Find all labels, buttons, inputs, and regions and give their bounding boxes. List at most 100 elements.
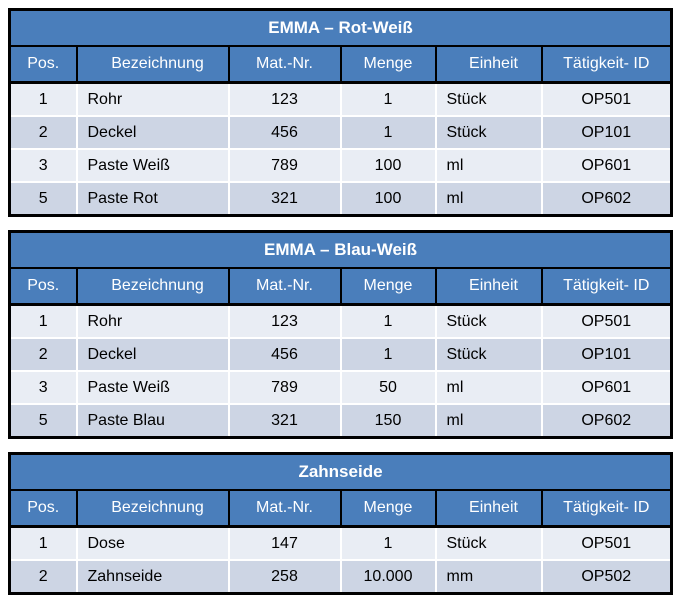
cell-pos: 1 bbox=[38, 534, 48, 552]
cell-bezeichnung: Zahnseide bbox=[75, 559, 229, 594]
cell-einheit: Stück bbox=[434, 115, 542, 149]
cell-menge: 100 bbox=[339, 181, 436, 216]
cell-bezeichnung: Paste Blau bbox=[75, 403, 229, 438]
table-row: 3 Paste Weiß 789 100 ml OP601 bbox=[9, 148, 672, 182]
cell-taetigkeit-id: OP602 bbox=[540, 403, 672, 438]
table-row: 1 Rohr 123 1 Stück OP501 bbox=[9, 82, 672, 116]
cell-einheit: Stück bbox=[434, 337, 542, 371]
bom-table-emma-rot-weiss: EMMA – Rot-Weiß Pos. Bezeichnung Mat.-Nr. Me… bbox=[8, 8, 674, 217]
cell-menge: 1 bbox=[339, 337, 436, 371]
bom-table-zahnseide: Zahnseide Pos. Bezeichnung Mat.-Nr. Menge Ein… bbox=[8, 452, 673, 595]
cell-einheit: mm bbox=[434, 559, 542, 594]
cell-bezeichnung: Paste Rot bbox=[75, 181, 229, 216]
cell-menge: 1 bbox=[339, 526, 436, 560]
cell-bezeichnung: Rohr bbox=[75, 304, 229, 338]
cell-pos: 2 bbox=[9, 115, 77, 149]
cell-pos: 2 bbox=[9, 559, 77, 594]
table-title: EMMA – Blau-Weiß bbox=[9, 231, 672, 269]
cell-taetigkeit-id: OP501 bbox=[540, 82, 672, 116]
cell-taetigkeit-id: OP602 bbox=[540, 181, 672, 216]
cell-pos: 1 bbox=[38, 312, 48, 330]
table-row: 5 Paste Rot 321 100 ml OP602 bbox=[9, 181, 672, 216]
table-title: Zahnseide bbox=[9, 453, 672, 491]
table-row: 1 Rohr 123 1 Stück OP501 bbox=[9, 304, 672, 338]
table-row: 2 Deckel 456 1 Stück OP101 bbox=[9, 115, 672, 149]
cell-pos: 1 bbox=[38, 90, 48, 108]
cell-menge: 50 bbox=[339, 370, 436, 404]
cell-mat-nr: 123 bbox=[227, 304, 341, 338]
cell-taetigkeit-id: OP601 bbox=[540, 370, 672, 404]
cell-menge: 1 bbox=[339, 82, 436, 116]
cell-pos: 2 bbox=[9, 337, 77, 371]
cell-bezeichnung: Paste Weiß bbox=[75, 148, 229, 182]
table-row: 2 Zahnseide 258 10.000 mm OP502 bbox=[9, 559, 672, 594]
column-header-menge: Menge bbox=[339, 490, 436, 528]
cell-mat-nr: 123 bbox=[227, 82, 341, 116]
cell-einheit: Stück bbox=[434, 82, 542, 116]
cell-taetigkeit-id: OP101 bbox=[540, 115, 672, 149]
cell-einheit: ml bbox=[434, 403, 542, 438]
column-header-pos: Pos. bbox=[9, 46, 77, 84]
column-header-mat-nr: Mat.-Nr. bbox=[227, 46, 341, 84]
cell-mat-nr: 789 bbox=[227, 148, 341, 182]
cell-mat-nr: 321 bbox=[227, 403, 341, 438]
column-header-row: Pos. Bezeichnung Mat.-Nr. Menge Einheit Tätig… bbox=[9, 268, 672, 306]
cell-bezeichnung: Paste Weiß bbox=[75, 370, 229, 404]
column-header-pos: Pos. bbox=[9, 268, 77, 306]
cell-mat-nr: 456 bbox=[227, 115, 341, 149]
column-header-einheit: Einheit bbox=[434, 268, 542, 306]
cell-mat-nr: 147 bbox=[227, 526, 341, 560]
cell-taetigkeit-id: OP601 bbox=[540, 148, 672, 182]
cell-einheit: Stück bbox=[434, 304, 542, 338]
cell-bezeichnung: Deckel bbox=[75, 115, 229, 149]
table-row: 3 Paste Weiß 789 50 ml OP601 bbox=[9, 370, 672, 404]
column-header-einheit: Einheit bbox=[434, 46, 542, 84]
cell-mat-nr: 789 bbox=[227, 370, 341, 404]
table-title: EMMA – Rot-Weiß bbox=[9, 9, 672, 47]
column-header-einheit: Einheit bbox=[434, 490, 542, 528]
cell-pos: 5 bbox=[9, 403, 77, 438]
cell-einheit: ml bbox=[434, 181, 542, 216]
cell-taetigkeit-id: OP501 bbox=[540, 526, 672, 560]
cell-mat-nr: 456 bbox=[227, 337, 341, 371]
cell-menge: 100 bbox=[339, 148, 436, 182]
column-header-taetigkeit-id: Tätigkeit- ID bbox=[540, 46, 672, 84]
table-title-row: Zahnseide bbox=[9, 453, 672, 491]
cell-einheit: ml bbox=[434, 148, 542, 182]
bom-table-emma-blau-weiss: EMMA – Blau-Weiß Pos. Bezeichnung Mat.-Nr. M… bbox=[8, 230, 674, 439]
cell-menge: 1 bbox=[339, 115, 436, 149]
cell-bezeichnung: Dose bbox=[75, 526, 229, 560]
cell-menge: 1 bbox=[339, 304, 436, 338]
cell-bezeichnung: Deckel bbox=[75, 337, 229, 371]
column-header-bezeichnung: Bezeichnung bbox=[75, 46, 229, 84]
column-header-menge: Menge bbox=[339, 46, 436, 84]
cell-pos: 3 bbox=[9, 148, 77, 182]
cell-einheit: Stück bbox=[434, 526, 542, 560]
column-header-bezeichnung: Bezeichnung bbox=[75, 268, 229, 306]
cell-einheit: ml bbox=[434, 370, 542, 404]
cell-taetigkeit-id: OP502 bbox=[540, 559, 672, 594]
table-title-row: EMMA – Blau-Weiß bbox=[9, 231, 672, 269]
table-row: 2 Deckel 456 1 Stück OP101 bbox=[9, 337, 672, 371]
column-header-row: Pos. Bezeichnung Mat.-Nr. Menge Einheit Tätig… bbox=[9, 490, 672, 528]
table-title-row: EMMA – Rot-Weiß bbox=[9, 9, 672, 47]
cell-menge: 150 bbox=[339, 403, 436, 438]
column-header-row: Pos. Bezeichnung Mat.-Nr. Menge Einheit Tätig… bbox=[9, 46, 672, 84]
cell-mat-nr: 321 bbox=[227, 181, 341, 216]
cell-pos: 3 bbox=[9, 370, 77, 404]
table-row: 5 Paste Blau 321 150 ml OP602 bbox=[9, 403, 672, 438]
cell-taetigkeit-id: OP501 bbox=[540, 304, 672, 338]
column-header-mat-nr: Mat.-Nr. bbox=[227, 490, 341, 528]
column-header-taetigkeit-id: Tätigkeit- ID bbox=[540, 268, 672, 306]
cell-bezeichnung: Rohr bbox=[75, 82, 229, 116]
cell-pos: 5 bbox=[9, 181, 77, 216]
column-header-mat-nr: Mat.-Nr. bbox=[227, 268, 341, 306]
table-row: 1 Dose 147 1 Stück OP501 bbox=[9, 526, 672, 560]
column-header-bezeichnung: Bezeichnung bbox=[75, 490, 229, 528]
cell-mat-nr: 258 bbox=[227, 559, 341, 594]
column-header-taetigkeit-id: Tätigkeit- ID bbox=[540, 490, 672, 528]
cell-menge: 10.000 bbox=[339, 559, 436, 594]
cell-taetigkeit-id: OP101 bbox=[540, 337, 672, 371]
column-header-menge: Menge bbox=[339, 268, 436, 306]
